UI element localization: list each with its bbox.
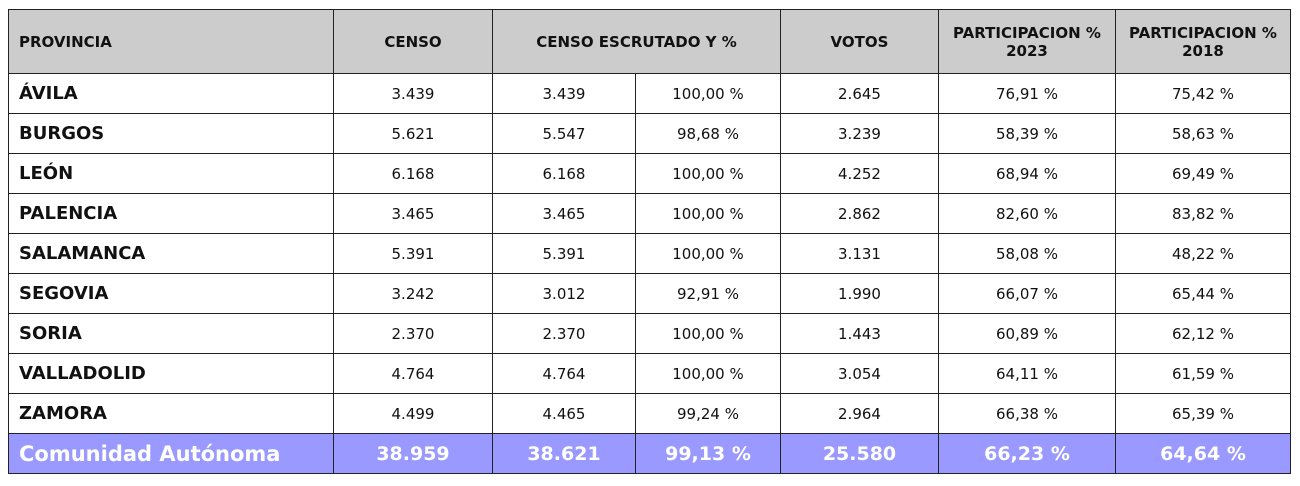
- cell-provincia: Comunidad Autónoma: [8, 433, 334, 474]
- cell-censo: 2.370: [333, 313, 493, 354]
- cell-provincia: SEGOVIA: [8, 273, 334, 314]
- cell-censo: 3.439: [333, 73, 493, 114]
- header-participacion-2023: PARTICIPACION % 2023: [938, 9, 1116, 74]
- cell-p2018: 48,22 %: [1115, 233, 1291, 274]
- cell-censo: 5.621: [333, 113, 493, 154]
- table-row: PALENCIA 3.465 3.465 100,00 % 2.862 82,60 % 83…: [8, 193, 1291, 234]
- cell-votos: 2.645: [780, 73, 939, 114]
- cell-votos: 25.580: [780, 433, 939, 474]
- cell-escrutado: 6.168: [492, 153, 636, 194]
- cell-escrutado: 3.465: [492, 193, 636, 234]
- header-censo-escrutado: CENSO ESCRUTADO Y %: [492, 9, 781, 74]
- table-row: ZAMORA 4.499 4.465 99,24 % 2.964 66,38 % 65,39…: [8, 393, 1291, 434]
- results-table: PROVINCIA CENSO CENSO ESCRUTADO Y % VOTO…: [8, 9, 1291, 474]
- cell-votos: 1.443: [780, 313, 939, 354]
- table-row: BURGOS 5.621 5.547 98,68 % 3.239 58,39 % 58,63…: [8, 113, 1291, 154]
- header-row: PROVINCIA CENSO CENSO ESCRUTADO Y % VOTO…: [8, 9, 1291, 74]
- cell-p2023: 64,11 %: [938, 353, 1116, 394]
- cell-p2018: 58,63 %: [1115, 113, 1291, 154]
- cell-p2018: 69,49 %: [1115, 153, 1291, 194]
- cell-escrutado: 4.764: [492, 353, 636, 394]
- cell-p2023: 58,08 %: [938, 233, 1116, 274]
- table-row: VALLADOLID 4.764 4.764 100,00 % 3.054 64,11 %…: [8, 353, 1291, 394]
- cell-votos: 3.239: [780, 113, 939, 154]
- cell-pct: 100,00 %: [635, 233, 781, 274]
- table-row: SEGOVIA 3.242 3.012 92,91 % 1.990 66,07 % 65,4…: [8, 273, 1291, 314]
- cell-provincia: VALLADOLID: [8, 353, 334, 394]
- cell-p2023: 82,60 %: [938, 193, 1116, 234]
- table-row: SORIA 2.370 2.370 100,00 % 1.443 60,89 % 62,12…: [8, 313, 1291, 354]
- header-participacion-2018: PARTICIPACION % 2018: [1115, 9, 1291, 74]
- cell-escrutado: 3.439: [492, 73, 636, 114]
- cell-escrutado: 4.465: [492, 393, 636, 434]
- cell-p2023: 66,07 %: [938, 273, 1116, 314]
- cell-pct: 100,00 %: [635, 353, 781, 394]
- cell-p2018: 65,44 %: [1115, 273, 1291, 314]
- cell-pct: 100,00 %: [635, 313, 781, 354]
- cell-votos: 3.054: [780, 353, 939, 394]
- cell-p2018: 65,39 %: [1115, 393, 1291, 434]
- header-votos: VOTOS: [780, 9, 939, 74]
- total-row: Comunidad Autónoma 38.959 38.621 99,13 % 25.…: [8, 433, 1291, 474]
- cell-p2023: 66,38 %: [938, 393, 1116, 434]
- cell-votos: 3.131: [780, 233, 939, 274]
- cell-censo: 5.391: [333, 233, 493, 274]
- cell-provincia: SALAMANCA: [8, 233, 334, 274]
- cell-provincia: PALENCIA: [8, 193, 334, 234]
- cell-p2023: 76,91 %: [938, 73, 1116, 114]
- cell-censo: 4.764: [333, 353, 493, 394]
- cell-censo: 38.959: [333, 433, 493, 474]
- cell-provincia: ZAMORA: [8, 393, 334, 434]
- cell-p2023: 58,39 %: [938, 113, 1116, 154]
- cell-escrutado: 5.391: [492, 233, 636, 274]
- cell-p2018: 83,82 %: [1115, 193, 1291, 234]
- cell-pct: 100,00 %: [635, 193, 781, 234]
- cell-p2023: 66,23 %: [938, 433, 1116, 474]
- cell-votos: 4.252: [780, 153, 939, 194]
- cell-p2023: 68,94 %: [938, 153, 1116, 194]
- cell-p2018: 61,59 %: [1115, 353, 1291, 394]
- cell-provincia: BURGOS: [8, 113, 334, 154]
- header-provincia: PROVINCIA: [8, 9, 334, 74]
- cell-escrutado: 5.547: [492, 113, 636, 154]
- table-row: SALAMANCA 5.391 5.391 100,00 % 3.131 58,08 % 4…: [8, 233, 1291, 274]
- cell-censo: 3.242: [333, 273, 493, 314]
- cell-pct: 100,00 %: [635, 153, 781, 194]
- cell-votos: 2.862: [780, 193, 939, 234]
- cell-p2023: 60,89 %: [938, 313, 1116, 354]
- cell-pct: 99,13 %: [635, 433, 781, 474]
- cell-pct: 100,00 %: [635, 73, 781, 114]
- cell-p2018: 75,42 %: [1115, 73, 1291, 114]
- cell-provincia: LEÓN: [8, 153, 334, 194]
- header-censo: CENSO: [333, 9, 493, 74]
- cell-escrutado: 2.370: [492, 313, 636, 354]
- cell-censo: 6.168: [333, 153, 493, 194]
- cell-votos: 2.964: [780, 393, 939, 434]
- cell-p2018: 64,64 %: [1115, 433, 1291, 474]
- cell-p2018: 62,12 %: [1115, 313, 1291, 354]
- cell-provincia: ÁVILA: [8, 73, 334, 114]
- cell-censo: 4.499: [333, 393, 493, 434]
- cell-pct: 92,91 %: [635, 273, 781, 314]
- cell-pct: 98,68 %: [635, 113, 781, 154]
- cell-escrutado: 3.012: [492, 273, 636, 314]
- table-row: ÁVILA 3.439 3.439 100,00 % 2.645 76,91 % 75,42…: [8, 73, 1291, 114]
- cell-escrutado: 38.621: [492, 433, 636, 474]
- cell-provincia: SORIA: [8, 313, 334, 354]
- cell-censo: 3.465: [333, 193, 493, 234]
- cell-votos: 1.990: [780, 273, 939, 314]
- table-row: LEÓN 6.168 6.168 100,00 % 4.252 68,94 % 69,49 …: [8, 153, 1291, 194]
- cell-pct: 99,24 %: [635, 393, 781, 434]
